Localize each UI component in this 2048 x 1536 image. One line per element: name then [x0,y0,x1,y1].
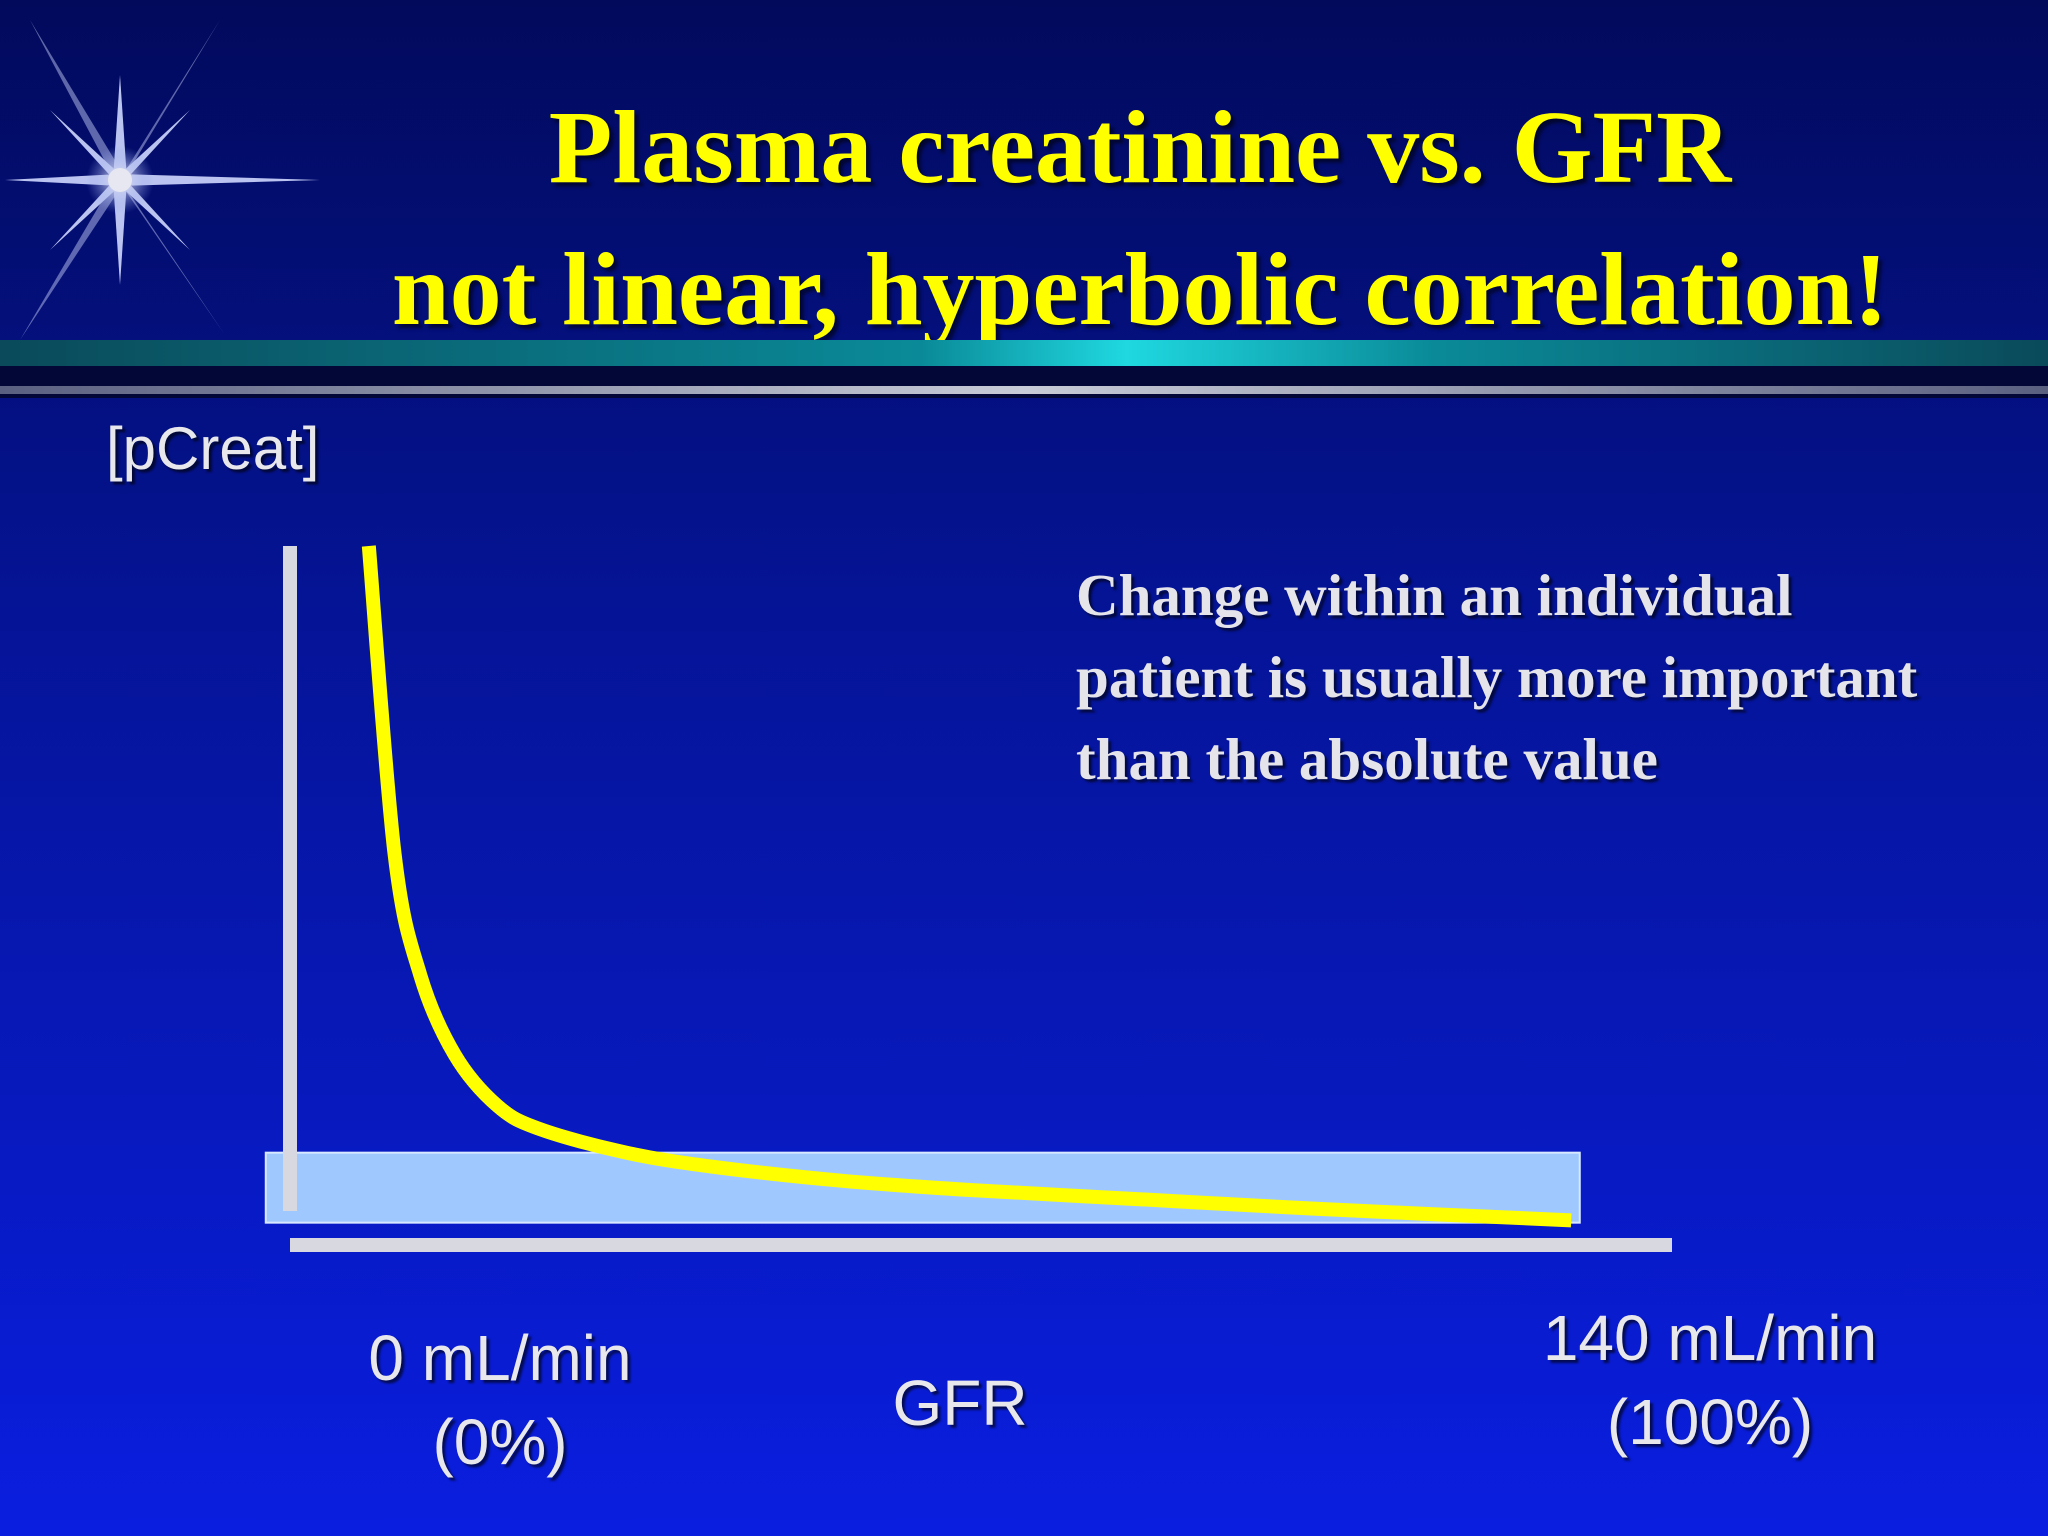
y-axis-line [283,546,297,1211]
slide-title-line-1: Plasma creatinine vs. GFR [548,90,1732,205]
x-tick-label-max: 140 mL/min (100%) [1500,1296,1920,1464]
x-axis-label: GFR [892,1367,1028,1439]
x-tick-label-min: 0 mL/min (0%) [350,1316,650,1484]
slide-title-line-2: not linear, hyperbolic correlation! [391,232,1889,347]
x-tick-max-value: 140 mL/min [1542,1302,1878,1374]
x-axis-line [290,1238,1672,1252]
x-tick-min-value: 0 mL/min [368,1322,632,1394]
header-divider-dark [0,366,2048,386]
x-tick-min-percent: (0%) [432,1406,568,1478]
series-line-0 [361,545,1572,1228]
header-divider-silver [0,386,2048,394]
x-tick-max-percent: (100%) [1606,1386,1814,1458]
annotation-text: Change within an individual patient is u… [1076,562,1918,792]
y-axis-label: [pCreat] [106,415,320,482]
header-divider-band [0,340,2048,366]
star-logo-icon [5,20,320,340]
header-divider-dark-2 [0,394,2048,398]
